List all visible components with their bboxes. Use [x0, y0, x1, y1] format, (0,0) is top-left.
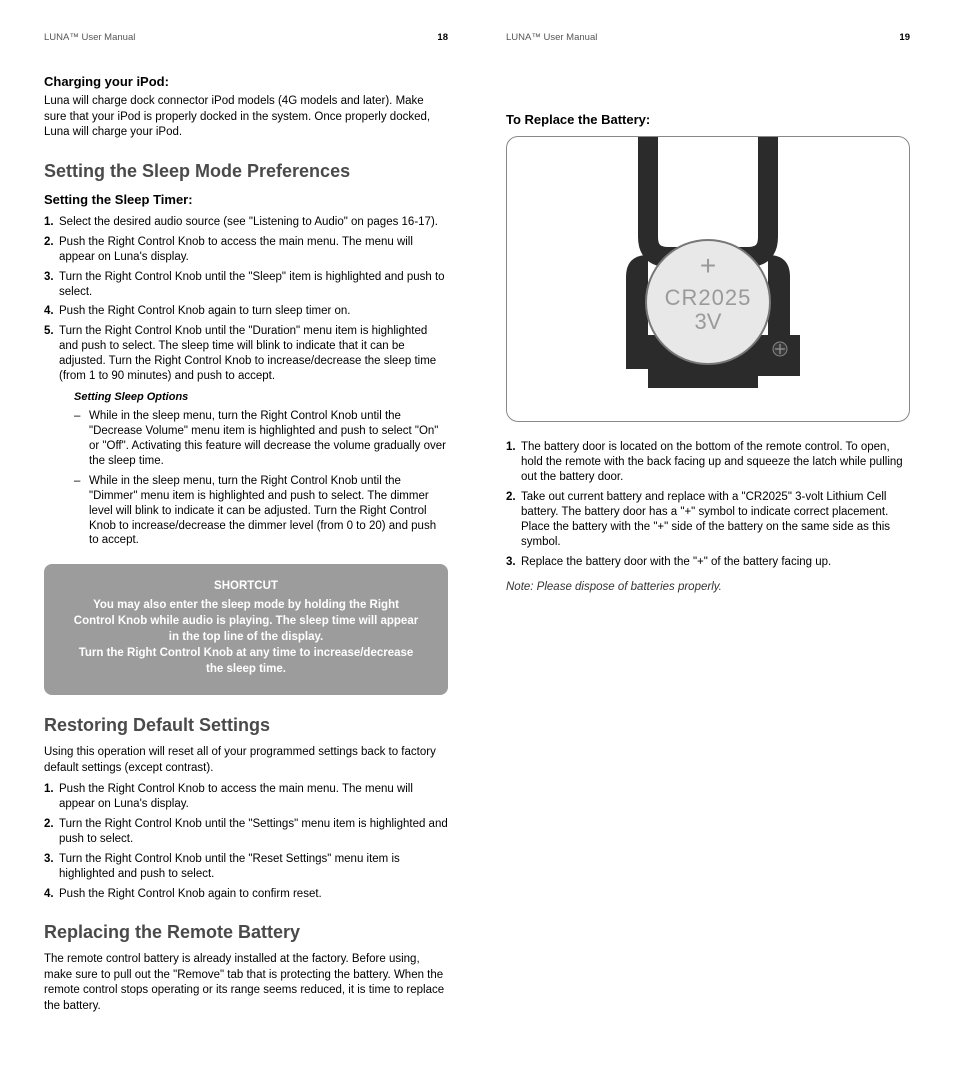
manual-title: LUNA™ User Manual — [44, 32, 135, 45]
document-spread: LUNA™ User Manual 18 Charging your iPod:… — [44, 32, 910, 1020]
page-number: 19 — [899, 32, 910, 45]
page-header-left: LUNA™ User Manual 18 — [44, 32, 448, 45]
page-header-right: LUNA™ User Manual 19 — [506, 32, 910, 45]
list-item: 3.Replace the battery door with the "+" … — [506, 555, 910, 570]
restore-steps: 1.Push the Right Control Knob to access … — [44, 782, 448, 902]
sleep-options-title: Setting Sleep Options — [74, 390, 448, 405]
list-item: 5.Turn the Right Control Knob until the … — [44, 324, 448, 384]
battery-diagram-svg: + CR2025 3V — [548, 137, 868, 422]
sleep-timer-steps: 1.Select the desired audio source (see "… — [44, 215, 448, 384]
replace-battery-steps: 1.The battery door is located on the bot… — [506, 440, 910, 570]
sleep-options-block: Setting Sleep Options –While in the slee… — [44, 390, 448, 548]
shortcut-callout: SHORTCUT You may also enter the sleep mo… — [44, 564, 448, 695]
charging-body: Luna will charge dock connector iPod mod… — [44, 94, 448, 141]
list-item: –While in the sleep menu, turn the Right… — [74, 474, 448, 549]
manual-title: LUNA™ User Manual — [506, 32, 597, 45]
page-left: LUNA™ User Manual 18 Charging your iPod:… — [44, 32, 448, 1020]
list-item: 3.Turn the Right Control Knob until the … — [44, 852, 448, 882]
list-item: 2.Take out current battery and replace w… — [506, 490, 910, 550]
section-title-sleep-timer: Setting the Sleep Timer: — [44, 191, 448, 209]
list-item: 1.Select the desired audio source (see "… — [44, 215, 448, 230]
disposal-note: Note: Please dispose of batteries proper… — [506, 580, 910, 596]
replacing-battery-intro: The remote control battery is already in… — [44, 952, 448, 1014]
list-item: 2.Turn the Right Control Knob until the … — [44, 817, 448, 847]
list-item: 3.Turn the Right Control Knob until the … — [44, 270, 448, 300]
list-item: 1.Push the Right Control Knob to access … — [44, 782, 448, 812]
page-right: LUNA™ User Manual 19 To Replace the Batt… — [506, 32, 910, 1020]
shortcut-body-1: You may also enter the sleep mode by hol… — [72, 597, 420, 645]
battery-label-line1: CR2025 — [665, 285, 752, 310]
section-title-restore: Restoring Default Settings — [44, 713, 448, 737]
section-title-replacing-battery: Replacing the Remote Battery — [44, 920, 448, 944]
page-number: 18 — [437, 32, 448, 45]
list-item: –While in the sleep menu, turn the Right… — [74, 409, 448, 469]
battery-plus-symbol: + — [700, 250, 716, 281]
restore-intro: Using this operation will reset all of y… — [44, 745, 448, 776]
battery-diagram: + CR2025 3V — [506, 136, 910, 422]
shortcut-body-2: Turn the Right Control Knob at any time … — [72, 645, 420, 677]
section-title-sleep-prefs: Setting the Sleep Mode Preferences — [44, 159, 448, 183]
list-item: 1.The battery door is located on the bot… — [506, 440, 910, 485]
list-item: 4.Push the Right Control Knob again to c… — [44, 887, 448, 902]
battery-label-line2: 3V — [695, 309, 722, 334]
section-title-charging: Charging your iPod: — [44, 73, 448, 91]
shortcut-title: SHORTCUT — [72, 578, 420, 594]
section-title-to-replace: To Replace the Battery: — [506, 111, 910, 129]
list-item: 4.Push the Right Control Knob again to t… — [44, 304, 448, 319]
list-item: 2.Push the Right Control Knob to access … — [44, 235, 448, 265]
